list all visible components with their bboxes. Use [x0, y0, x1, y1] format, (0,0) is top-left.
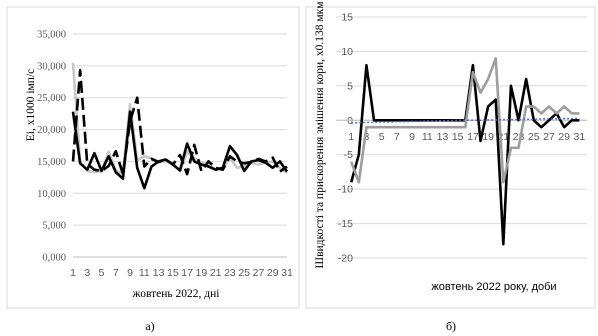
chart-b-y-axis-title: Швидкості та прискорення змішення кори, …: [314, 1, 326, 269]
chart-b-x-axis-title: жовтень 2022 року, доби: [431, 281, 556, 293]
chart-a-y-tick-label: 35,000: [37, 30, 66, 41]
chart-a-x-tick-label: 11: [139, 267, 150, 279]
chart-a-frame: [6, 6, 300, 309]
chart-b-x-tick-label: 15: [452, 131, 464, 143]
chart-a-y-tick-label: 30,000: [37, 61, 66, 72]
chart-b-y-tick-label: -10: [338, 184, 353, 196]
chart-a-y-axis-title: Ei, x1000 імп/с: [25, 69, 37, 142]
chart-a-x-tick-label: 13: [153, 267, 165, 279]
chart-b-x-tick-label: 23: [513, 131, 525, 143]
chart-b-y-tick-label: 10: [341, 46, 353, 58]
chart-a-y-tick-label: 15,000: [37, 157, 66, 168]
chart-b-x-tick-label: 25: [528, 131, 540, 143]
chart-b-x-tick-label: 1: [348, 131, 354, 143]
chart-a-y-tick-label: 25,000: [37, 93, 66, 104]
chart-b-x-tick-label: 17: [467, 131, 479, 143]
chart-b-y-tick-label: 5: [347, 80, 353, 92]
chart-a-x-tick-label: 5: [99, 267, 105, 279]
chart-b-x-tick-label: 29: [558, 131, 570, 143]
chart-a-caption: а): [145, 319, 154, 333]
chart-b-x-tick-label: 21: [497, 131, 509, 143]
chart-a-y-tick-label: 10,000: [37, 189, 66, 200]
chart-a-x-tick-label: 17: [181, 267, 193, 279]
chart-b: -20-15-10-505101513579111315171921232527…: [336, 12, 587, 265]
chart-a-x-tick-label: 31: [281, 267, 293, 279]
chart-b-y-tick-label: -15: [338, 218, 353, 230]
chart-b-y-tick-label: 15: [341, 12, 353, 24]
chart-a-x-tick-label: 27: [253, 267, 265, 279]
chart-a-x-tick-label: 25: [238, 267, 250, 279]
chart-a-x-tick-label: 3: [84, 267, 90, 279]
chart-b-x-tick-label: 27: [543, 131, 555, 143]
chart-a-x-tick-label: 7: [113, 267, 119, 279]
chart-a-series-3-line: [71, 69, 288, 176]
chart-b-x-tick-label: 3: [364, 131, 370, 143]
chart-a-x-axis-title: жовтень 2022, дні: [132, 288, 220, 300]
chart-a-x-tick-label: 19: [196, 267, 208, 279]
chart-b-series-2-line: [349, 57, 580, 184]
chart-b-x-tick-label: 13: [437, 131, 449, 143]
chart-a-x-tick-label: 29: [267, 267, 279, 279]
chart-a-x-tick-label: 9: [127, 267, 133, 279]
chart-a-y-tick-label: 5,000: [42, 221, 66, 232]
chart-a-x-tick-label: 15: [167, 267, 179, 279]
chart-b-x-tick-label: 9: [409, 131, 415, 143]
chart-a-series-2-line: [71, 110, 289, 190]
chart-b-x-tick-label: 31: [574, 131, 586, 143]
chart-a-y-tick-label: 20,000: [37, 125, 66, 136]
chart-b-y-tick-label: -5: [344, 149, 353, 161]
chart-b-x-tick-label: 11: [422, 131, 433, 143]
chart-b-caption: б): [446, 319, 456, 333]
chart-b-frame: [305, 6, 596, 309]
chart-a-x-tick-label: 1: [70, 267, 76, 279]
chart-b-x-tick-label: 5: [379, 131, 385, 143]
chart-b-x-tick-label: 19: [482, 131, 494, 143]
chart-a: 0,000 5,000 10,000 15,000 20,000 25,000 30,000…: [37, 30, 293, 280]
chart-a-x-tick-label: 21: [210, 267, 222, 279]
chart-b-x-tick-label: 7: [394, 131, 400, 143]
chart-a-y-tick-label: 0,000: [42, 253, 66, 264]
chart-a-x-tick-label: 23: [224, 267, 236, 279]
chart-b-y-tick-label: -20: [338, 253, 353, 265]
